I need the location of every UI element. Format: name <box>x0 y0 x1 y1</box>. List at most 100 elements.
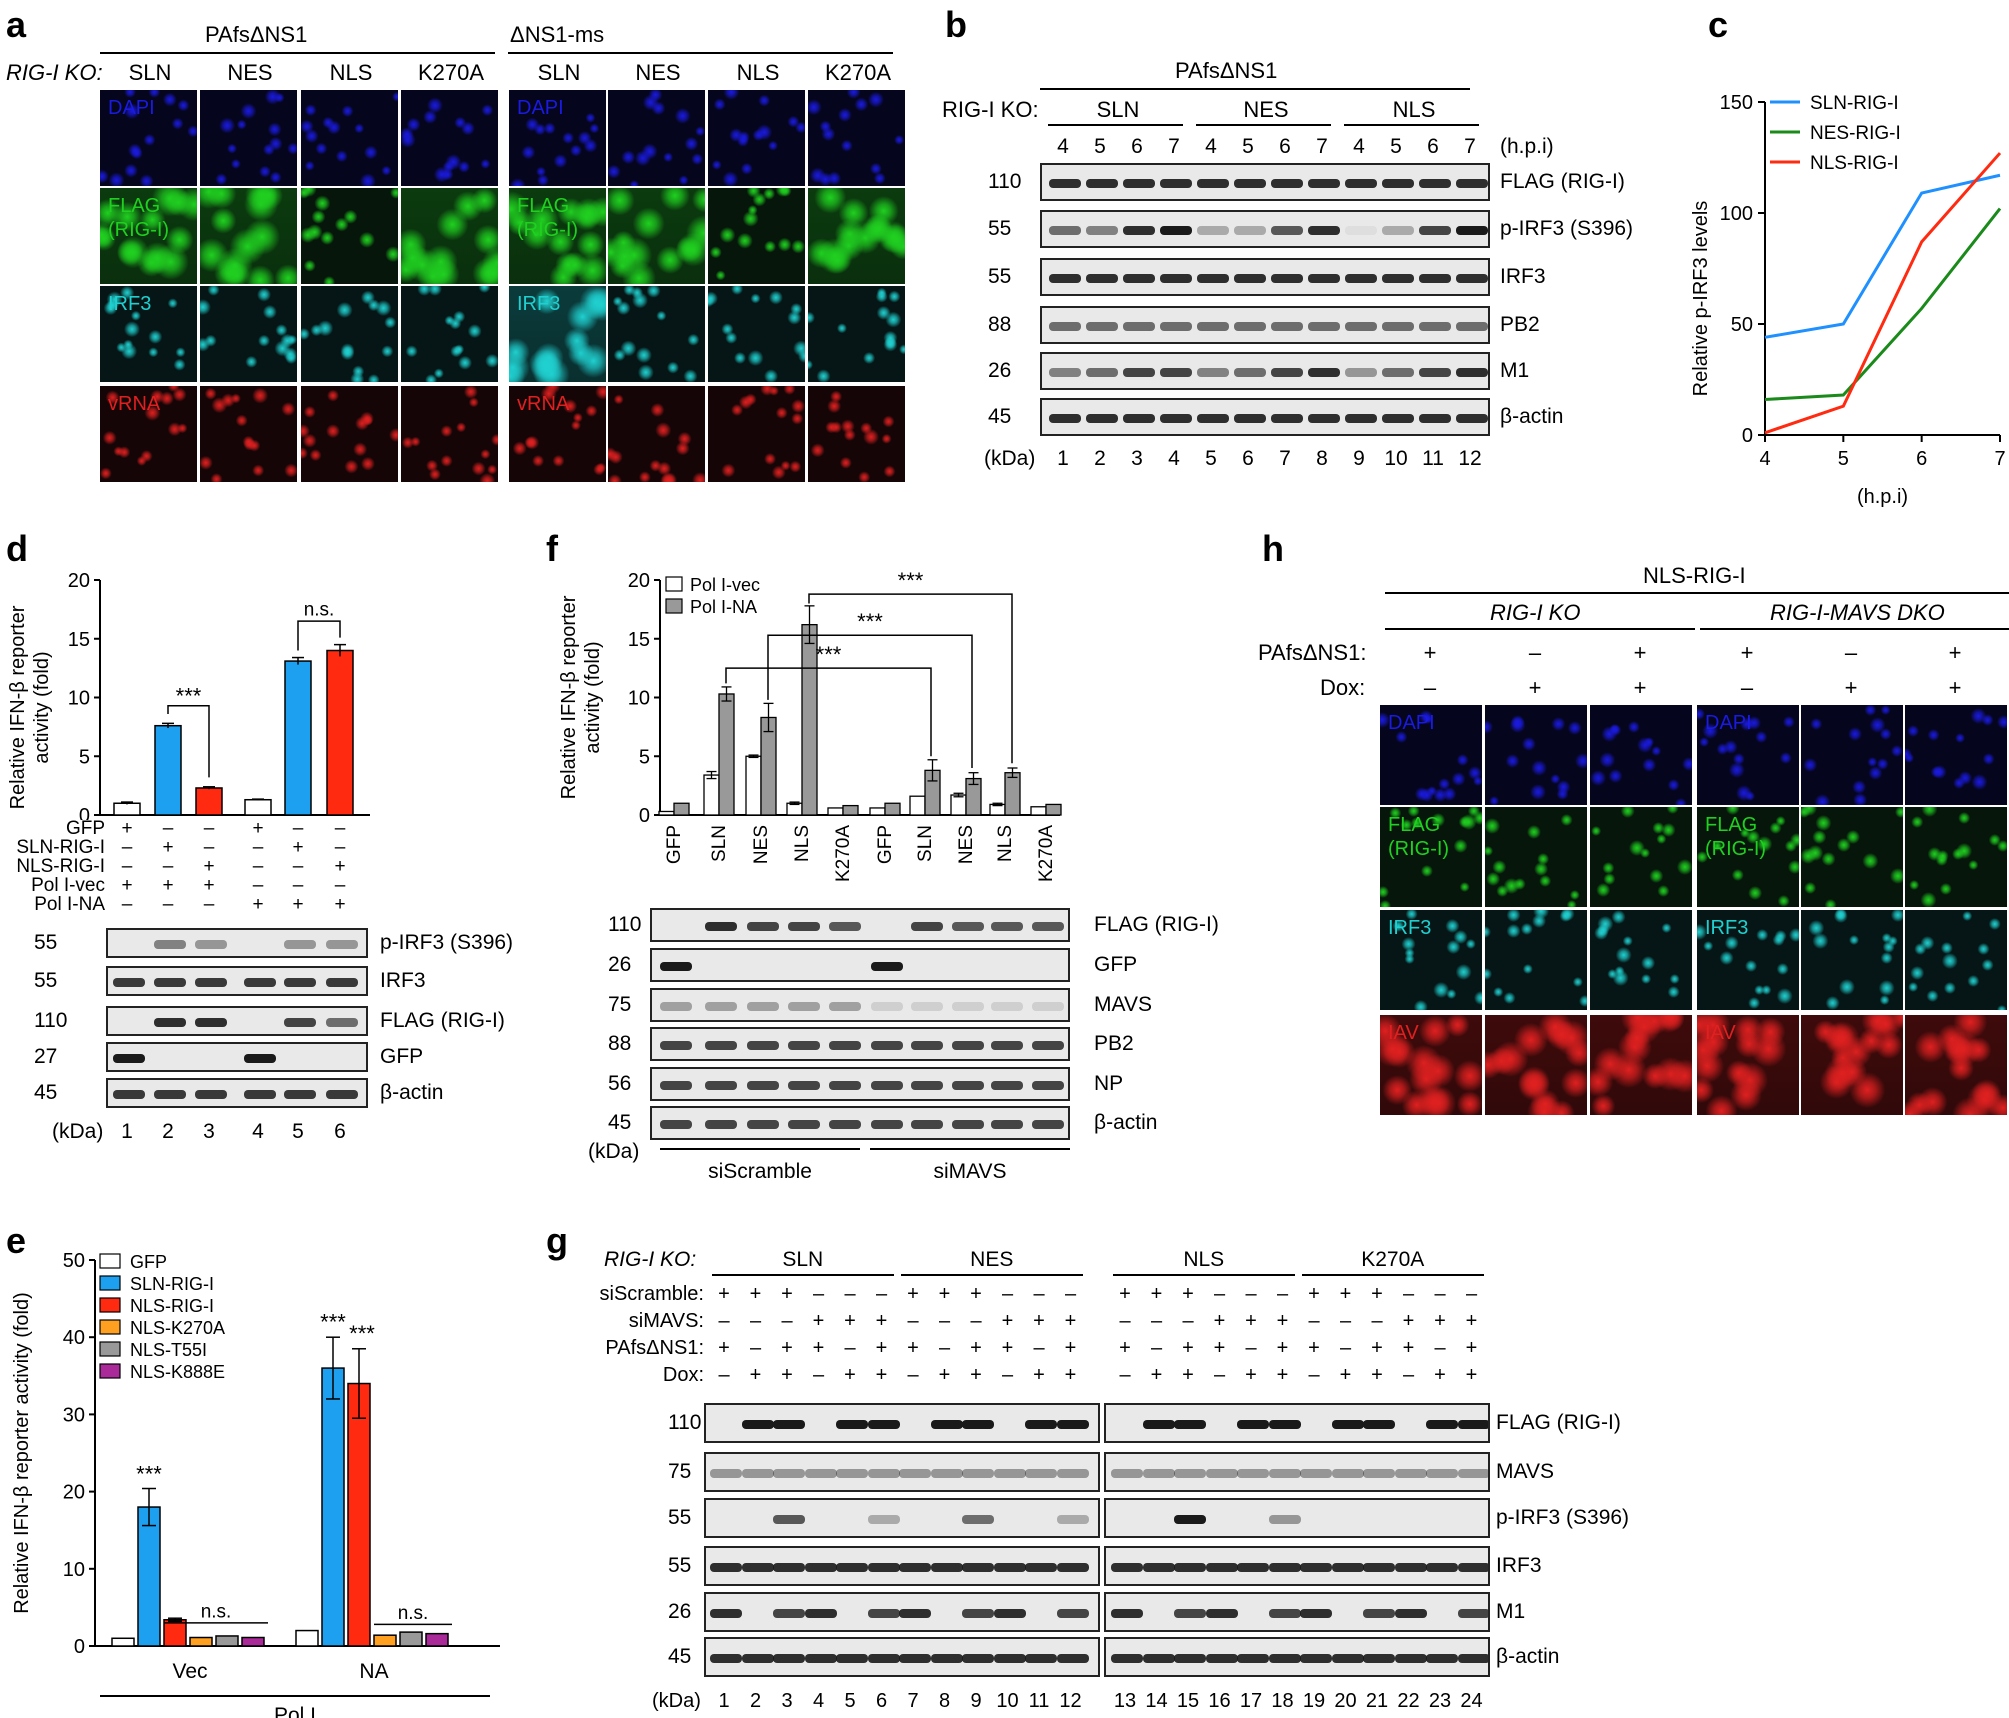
band <box>1345 414 1377 423</box>
band <box>1111 1609 1143 1618</box>
band <box>1160 274 1192 283</box>
band <box>867 1420 900 1429</box>
band <box>1111 1469 1143 1478</box>
band <box>326 978 358 987</box>
blot-label: FLAG (RIG-I) <box>380 1009 505 1032</box>
hpi-label: 4 <box>1205 135 1217 158</box>
band <box>1363 1469 1395 1478</box>
condition-sign: + <box>1033 1364 1045 1386</box>
hpi-label: 5 <box>1390 135 1402 158</box>
condition-sign: – <box>121 837 133 858</box>
band <box>1032 922 1064 931</box>
y-tick-label: 0 <box>79 805 90 820</box>
blot-strip <box>704 1637 1100 1677</box>
legend-swatch <box>99 1319 121 1335</box>
micrograph-tile: vRNA <box>100 386 197 482</box>
condition-sign: + <box>1371 1337 1383 1359</box>
lane-number: 10 <box>996 1690 1019 1712</box>
divider <box>1196 124 1331 126</box>
condition-sign: + <box>907 1337 919 1359</box>
micrograph-tile <box>1485 705 1587 805</box>
legend-swatch <box>99 1253 121 1269</box>
divider <box>1344 124 1479 126</box>
condition-sign: – <box>121 856 133 877</box>
lane-number: 3 <box>781 1690 793 1712</box>
band <box>1197 414 1229 423</box>
blot-label: M1 <box>1496 1600 1526 1623</box>
band <box>705 1002 737 1011</box>
condition-sign: – <box>203 894 215 915</box>
hpi-label: 7 <box>1316 135 1328 158</box>
band <box>1426 1469 1458 1478</box>
condition-sign: – <box>1033 1337 1045 1359</box>
x-axis-label: Pol I <box>274 1704 316 1718</box>
band <box>788 1002 820 1011</box>
band <box>1237 1420 1269 1429</box>
blot-label: GFP <box>380 1045 424 1068</box>
band <box>1205 1654 1238 1663</box>
tile-label: IRF3 <box>1705 917 1749 939</box>
blot-strip <box>1104 1546 1490 1586</box>
lane-number: 3 <box>203 1120 215 1143</box>
condition-sign: + <box>1182 1283 1194 1305</box>
y-tick-label: 5 <box>79 746 90 768</box>
blot-strip <box>106 1078 368 1108</box>
kda-marker: 55 <box>988 217 1012 240</box>
condition-sign: – <box>1245 1283 1257 1305</box>
x-tick-label: SLN <box>915 825 936 862</box>
y-tick-label: 30 <box>63 1404 85 1426</box>
micrograph-tile: FLAG (RIG-I) <box>100 188 197 284</box>
band <box>710 1469 742 1478</box>
band <box>911 1041 943 1050</box>
condition-sign: – <box>749 1337 762 1359</box>
legend-label: Pol I-NA <box>690 597 757 617</box>
micrograph-tile: IRF3 <box>1380 910 1482 1010</box>
lane-number: 22 <box>1397 1690 1420 1712</box>
kda-marker: 27 <box>34 1045 58 1068</box>
band <box>993 1563 1026 1572</box>
blot-label: FLAG (RIG-I) <box>1496 1411 1621 1434</box>
kda-marker: 56 <box>608 1072 632 1095</box>
condition-sign: + <box>1033 1310 1045 1332</box>
band <box>747 1081 779 1090</box>
blot-strip <box>106 1042 368 1072</box>
lane-number: 5 <box>292 1120 304 1143</box>
condition-sign: + <box>1465 1364 1478 1386</box>
group-label: PAfsΔNS1 <box>205 22 308 47</box>
bar <box>284 660 312 816</box>
y-tick-label: 5 <box>639 746 650 768</box>
micrograph-tile <box>808 188 905 284</box>
band <box>1419 414 1451 423</box>
micrograph-tile <box>1485 807 1587 907</box>
condition-name: SLN-RIG-I <box>16 837 105 858</box>
band <box>1049 274 1081 283</box>
band <box>710 1563 742 1572</box>
column-label: SLN <box>537 60 581 85</box>
blot-label: M1 <box>1500 359 1530 382</box>
band <box>1237 1469 1269 1478</box>
series-line <box>1764 152 2002 435</box>
band <box>899 1563 931 1572</box>
band <box>1457 1420 1488 1429</box>
band <box>829 922 861 931</box>
group-label: RIG-I KO <box>1490 600 1581 625</box>
y-tick-label: 20 <box>63 1482 85 1504</box>
condition-sign: – <box>812 1364 825 1386</box>
x-tick-label: NLS <box>792 825 813 862</box>
band <box>1174 1469 1206 1478</box>
band <box>1056 1420 1089 1429</box>
bar <box>745 755 762 816</box>
band <box>660 1041 692 1050</box>
legend-label: NLS-K270A <box>130 1318 225 1338</box>
band <box>1419 368 1451 377</box>
condition-sign: + <box>1339 1283 1352 1305</box>
micrograph-tile: IAV <box>1380 1015 1482 1115</box>
band <box>1111 1563 1143 1572</box>
band <box>1456 226 1488 235</box>
line-chart: 0 50 100 150 4 5 6 7 (h.p.i) Relative p-IRF3 leve… <box>1690 92 2006 508</box>
bar <box>373 1634 397 1647</box>
condition-sign: – <box>1213 1364 1226 1386</box>
band <box>773 1515 805 1524</box>
condition-sign: + <box>1371 1364 1383 1386</box>
band <box>804 1654 837 1663</box>
